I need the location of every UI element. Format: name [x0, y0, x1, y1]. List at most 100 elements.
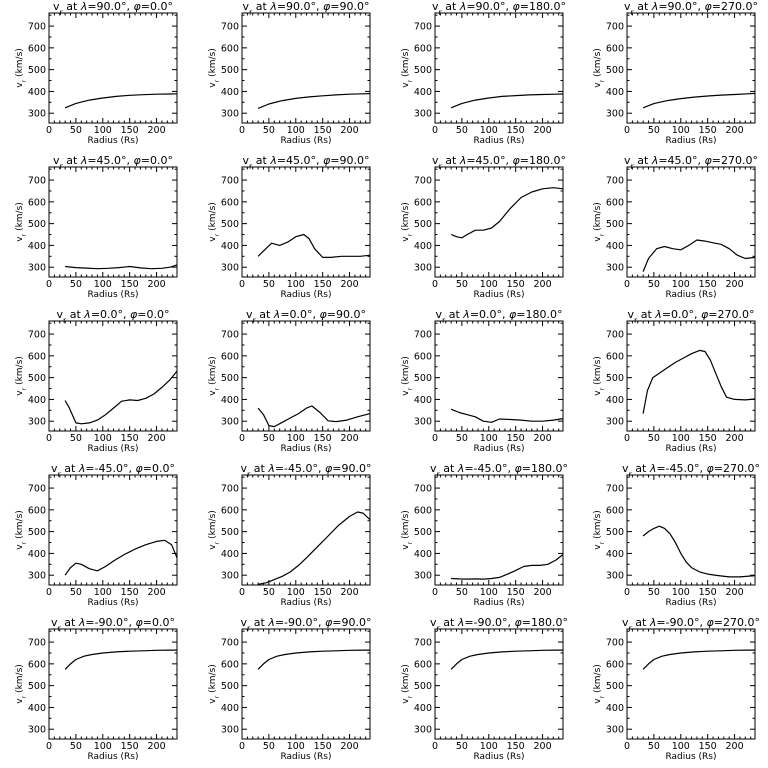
y-tick-label: 600 [28, 43, 46, 54]
series-line-1 [257, 649, 370, 670]
x-tick-label: 50 [456, 125, 468, 136]
x-tick-label: 50 [456, 433, 468, 444]
panel-title: vr at λ=90.0°, φ=90.0° [242, 0, 369, 17]
y-tick-label: 600 [28, 505, 46, 516]
x-tick-label: 200 [533, 741, 551, 752]
y-tick-label: 500 [414, 681, 432, 692]
y-axis-label: vr (km/s) [15, 202, 28, 242]
panel-4: vr at λ=90.0°, φ=270.0° 300 400 500 600 700 0 5… [593, 0, 758, 146]
panel-title: vr at λ=0.0°, φ=0.0° [56, 308, 169, 325]
y-tick-label: 700 [606, 484, 624, 495]
panel-10: vr at λ=0.0°, φ=90.0° 300 400 500 600 700 0 50 1… [208, 308, 371, 454]
y-tick-label: 400 [221, 241, 239, 252]
x-tick-label: 50 [456, 587, 468, 598]
panel-title: vr at λ=-45.0°, φ=90.0° [241, 462, 372, 479]
x-tick-label: 200 [533, 125, 551, 136]
panel-15: vr at λ=-45.0°, φ=180.0° 300 400 500 600 700 0… [401, 462, 568, 608]
x-tick-label: 100 [480, 741, 498, 752]
x-tick-label: 0 [239, 587, 245, 598]
x-axis-label: Radius (Rs) [473, 136, 524, 146]
plot-frame [434, 320, 564, 432]
x-axis-label: Radius (Rs) [473, 444, 524, 454]
y-tick-label: 600 [28, 659, 46, 670]
y-tick-label: 300 [414, 571, 432, 582]
panel-16: vr at λ=-45.0°, φ=270.0° 300 400 500 600 700 0… [593, 462, 760, 608]
y-tick-label: 300 [28, 109, 46, 120]
plot-frame [434, 12, 564, 124]
x-tick-label: 150 [699, 587, 717, 598]
x-tick-label: 200 [725, 741, 743, 752]
series-line-1 [64, 93, 178, 109]
y-tick-label: 400 [28, 549, 46, 560]
series-line-1 [450, 408, 564, 423]
panel-9: vr at λ=0.0°, φ=0.0° 300 400 500 600 700 0 50 10… [15, 308, 178, 454]
x-tick-label: 100 [94, 279, 112, 290]
x-tick-label: 100 [94, 587, 112, 598]
y-tick-label: 400 [28, 703, 46, 714]
x-tick-label: 100 [480, 125, 498, 136]
y-tick-label: 700 [414, 330, 432, 341]
y-tick-label: 700 [414, 22, 432, 33]
y-tick-label: 600 [28, 197, 46, 208]
x-axis-label: Radius (Rs) [87, 598, 138, 608]
y-tick-label: 700 [28, 484, 46, 495]
y-axis-label: vr (km/s) [401, 356, 414, 396]
y-tick-label: 700 [28, 330, 46, 341]
y-tick-label: 700 [221, 330, 239, 341]
series-line-1 [257, 405, 371, 428]
x-tick-label: 50 [263, 125, 275, 136]
x-tick-label: 150 [507, 433, 525, 444]
y-tick-label: 700 [606, 330, 624, 341]
panel-17: vr at λ=-90.0°, φ=0.0° 300 400 500 600 700 0 50… [15, 616, 178, 762]
y-tick-label: 500 [28, 219, 46, 230]
panel-title: vr at λ=-90.0°, φ=0.0° [51, 616, 175, 633]
series-line-1 [257, 511, 371, 585]
y-tick-label: 400 [28, 395, 46, 406]
y-tick-label: 300 [221, 417, 239, 428]
y-tick-label: 400 [606, 87, 624, 98]
x-tick-label: 50 [263, 433, 275, 444]
y-tick-label: 600 [414, 43, 432, 54]
x-tick-label: 50 [70, 279, 82, 290]
x-tick-label: 0 [239, 279, 245, 290]
x-tick-label: 150 [699, 741, 717, 752]
x-tick-label: 200 [533, 433, 551, 444]
x-tick-label: 200 [147, 125, 165, 136]
plot-frame [48, 12, 178, 124]
x-tick-label: 50 [648, 587, 660, 598]
plot-frame [626, 628, 756, 740]
y-tick-label: 400 [221, 395, 239, 406]
x-tick-label: 150 [314, 279, 332, 290]
panel-7: vr at λ=45.0°, φ=180.0° 300 400 500 600 700 0 5… [401, 154, 566, 300]
x-tick-label: 0 [432, 279, 438, 290]
x-tick-label: 150 [314, 125, 332, 136]
x-tick-label: 100 [94, 433, 112, 444]
y-tick-label: 400 [606, 703, 624, 714]
y-tick-label: 600 [221, 505, 239, 516]
x-axis-label: Radius (Rs) [665, 444, 716, 454]
panel-18: vr at λ=-90.0°, φ=90.0° 300 400 500 600 700 0 5… [208, 616, 372, 762]
x-tick-label: 100 [672, 587, 690, 598]
y-tick-label: 300 [28, 263, 46, 274]
y-tick-label: 400 [606, 241, 624, 252]
x-tick-label: 0 [624, 587, 630, 598]
y-tick-label: 500 [606, 219, 624, 230]
x-tick-label: 0 [432, 125, 438, 136]
x-tick-label: 150 [699, 279, 717, 290]
panel-title: vr at λ=90.0°, φ=0.0° [53, 0, 173, 17]
y-tick-label: 400 [28, 87, 46, 98]
panel-19: vr at λ=-90.0°, φ=180.0° 300 400 500 600 700 0… [401, 616, 568, 762]
y-axis-label: vr (km/s) [401, 202, 414, 242]
panel-6: vr at λ=45.0°, φ=90.0° 300 400 500 600 700 0 50… [208, 154, 371, 300]
panel-14: vr at λ=-45.0°, φ=90.0° 300 400 500 600 700 0 5… [208, 462, 372, 608]
y-tick-label: 500 [221, 527, 239, 538]
y-tick-label: 400 [414, 549, 432, 560]
x-tick-label: 200 [340, 433, 358, 444]
y-tick-label: 600 [606, 197, 624, 208]
panel-title: vr at λ=45.0°, φ=270.0° [624, 154, 758, 171]
x-axis-label: Radius (Rs) [665, 290, 716, 300]
x-tick-label: 0 [432, 587, 438, 598]
series-line-1 [257, 233, 371, 258]
y-tick-label: 400 [414, 87, 432, 98]
y-tick-label: 400 [221, 549, 239, 560]
